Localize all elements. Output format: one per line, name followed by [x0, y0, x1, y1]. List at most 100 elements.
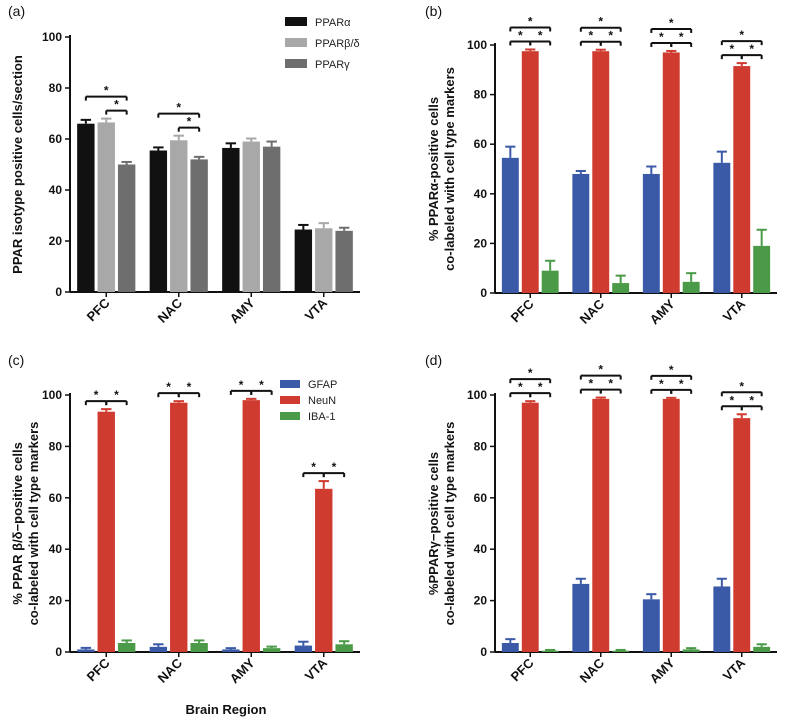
bar-gfap-amy [642, 173, 660, 293]
x-tick-label-pfc: PFC [84, 655, 113, 684]
y-axis-title: % PPAR β/δ−positive cells [10, 442, 25, 605]
significance-star: * [114, 98, 119, 112]
bar-neun-pfc [521, 402, 539, 652]
y-tick-label: 60 [474, 491, 488, 505]
significance-star: * [528, 14, 533, 28]
y-tick-label: 0 [55, 285, 62, 299]
bar-neun-nac [592, 398, 610, 652]
panel-c: (c) % PPAR β/δ−positive cells co-labeled w… [8, 352, 360, 686]
bar-ppar-pfc [117, 164, 136, 292]
legend-label-ppar: PPARγ [315, 59, 350, 71]
significance-star: * [669, 16, 674, 30]
significance-star: * [538, 28, 543, 42]
bar-gfap-pfc [501, 643, 519, 652]
y-tick-label: 100 [42, 30, 62, 44]
x-tick-label-vta: VTA [720, 655, 749, 684]
y-tick-label: 60 [49, 132, 63, 146]
y-tick-label: 20 [474, 236, 488, 250]
legend-label-ppar: PPARα [315, 17, 351, 29]
y-axis-title: %PPARγ−positive cells [426, 452, 441, 595]
significance-star: * [608, 377, 613, 391]
bar-neun-amy [242, 400, 260, 652]
x-tick-label-amy: AMY [647, 655, 678, 686]
x-tick-label-amy: AMY [227, 295, 258, 326]
bar-ppar-vta [294, 229, 313, 292]
bar-neun-nac [170, 402, 188, 652]
y-tick-label: 40 [474, 542, 488, 556]
significance-star: * [239, 378, 244, 392]
significance-star: * [739, 28, 744, 42]
legend-label-gfap: GFAP [308, 379, 337, 391]
significance-star: * [749, 42, 754, 56]
significance-star: * [598, 15, 603, 29]
x-tick-label-vta: VTA [720, 296, 749, 325]
y-tick-label: 40 [49, 183, 63, 197]
y-tick-label: 60 [49, 491, 63, 505]
significance-star: * [538, 380, 543, 394]
bar-ppar-nac [149, 150, 168, 292]
y-axis-title: co-labeled with cell type markers [442, 67, 457, 271]
bar-neun-nac [592, 51, 610, 294]
y-axis-title: co-labeled with cell type markers [26, 422, 41, 626]
x-tick-label-vta: VTA [302, 655, 331, 684]
significance-star: * [608, 29, 613, 43]
significance-star: * [749, 393, 754, 407]
bar-gfap-nac [572, 583, 590, 652]
x-tick-label-amy: AMY [227, 655, 258, 686]
significance-star: * [729, 393, 734, 407]
significance-star: * [166, 380, 171, 394]
bar-gfap-vta [713, 586, 731, 652]
panel-label: (c) [8, 352, 24, 368]
bar-iba-1-pfc [541, 270, 559, 293]
panel-label: (b) [425, 3, 442, 19]
significance-star: * [669, 363, 674, 377]
x-tick-label-pfc: PFC [84, 295, 113, 324]
x-tick-label-pfc: PFC [508, 655, 537, 684]
bar-neun-vta [733, 418, 751, 652]
bar-neun-vta [733, 66, 751, 293]
y-axis-title: PPAR isotype positive cells/section [10, 55, 25, 274]
bar-gfap-pfc [77, 649, 95, 652]
bar-ppar-vta [335, 230, 353, 292]
significance-star: * [659, 30, 664, 44]
significance-star: * [176, 101, 181, 115]
bar-neun-amy [662, 52, 680, 293]
significance-star: * [518, 28, 523, 42]
bar-iba-1-pfc [117, 643, 136, 652]
legend-swatch-ppar [285, 38, 307, 47]
y-tick-label: 80 [49, 439, 63, 453]
bar-gfap-nac [149, 646, 168, 652]
bar-iba-1-vta [753, 646, 771, 652]
significance-star: * [528, 366, 533, 380]
bar-ppar-nac [170, 140, 188, 292]
bar-iba-1-nac [612, 283, 630, 293]
x-axis-title-brain-region: Brain Region [186, 702, 267, 717]
legend-swatch-ppar [285, 59, 307, 68]
bar-ppar-amy [242, 141, 260, 292]
significance-star: * [659, 377, 664, 391]
significance-star: * [187, 115, 192, 129]
significance-star: * [598, 363, 603, 377]
legend-swatch-neun [280, 396, 300, 404]
panel-label: (a) [8, 3, 25, 19]
x-tick-label-amy: AMY [647, 296, 678, 327]
panel-label: (d) [425, 352, 442, 368]
bar-iba-1-nac [612, 650, 630, 652]
bar-ppar-nac [190, 159, 208, 292]
bar-gfap-amy [222, 649, 240, 652]
bar-gfap-vta [294, 645, 313, 652]
bar-gfap-pfc [501, 157, 519, 293]
bar-ppar-amy [262, 146, 281, 292]
legend-swatch-gfap [280, 380, 300, 388]
significance-star: * [187, 380, 192, 394]
x-tick-label-nac: NAC [577, 655, 608, 686]
significance-star: * [94, 388, 99, 402]
y-axis-title: co-labeled with cell type markers [442, 422, 457, 626]
bar-gfap-amy [642, 599, 660, 652]
y-tick-label: 0 [55, 645, 62, 659]
x-tick-label-nac: NAC [155, 295, 186, 326]
y-tick-label: 40 [474, 187, 488, 201]
legend-swatch-iba-1 [280, 412, 300, 420]
legend-label-neun: NeuN [308, 395, 336, 407]
